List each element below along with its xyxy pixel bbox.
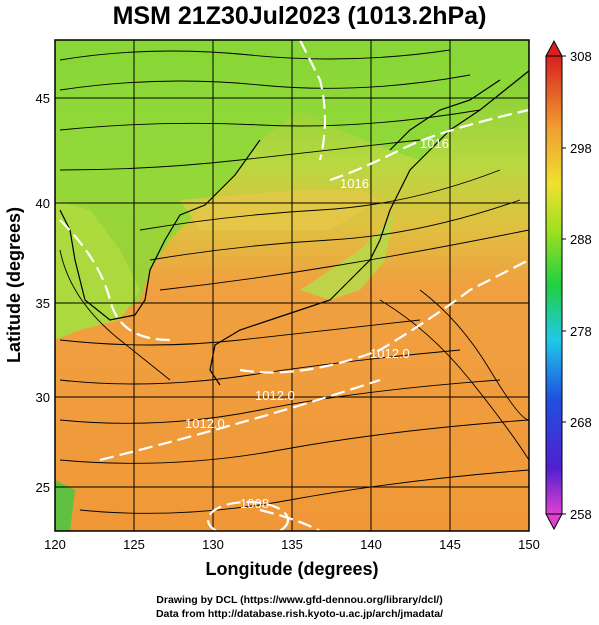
y-tick-label: 40 <box>36 196 50 211</box>
colorbar-tick-label: 268 <box>570 415 592 430</box>
x-ticks: 120 125 130 135 140 145 150 <box>44 537 540 552</box>
y-tick-label: 25 <box>36 480 50 495</box>
plot-frame <box>54 39 530 532</box>
isobar-label: 1016 <box>420 136 449 151</box>
map-chart: 1012.0 1012.0 1012.0 1016 1016 1008 120 … <box>4 39 592 579</box>
y-tick-label: 35 <box>36 296 50 311</box>
temperature-field: 1012.0 1012.0 1012.0 1016 1016 1008 <box>55 40 529 531</box>
credit-line: Drawing by DCL (https://www.gfd-dennou.o… <box>156 594 443 606</box>
isobar-labels: 1012.0 1012.0 1012.0 1016 1016 1008 <box>185 136 449 511</box>
isobar-label: 1008 <box>240 496 269 511</box>
colorbar-tick-label: 258 <box>570 507 592 522</box>
x-tick-label: 135 <box>281 537 303 552</box>
x-axis-title: Longitude (degrees) <box>205 559 378 579</box>
isobar-label: 1012.0 <box>185 416 225 431</box>
colorbar-tick-label: 278 <box>570 324 592 339</box>
x-tick-label: 120 <box>44 537 66 552</box>
y-axis-title: Latitude (degrees) <box>4 207 24 363</box>
colorbar-tick-label: 288 <box>570 232 592 247</box>
colorbar-tick-label: 298 <box>570 141 592 156</box>
colorbar: 308 298 288 278 268 258 <box>545 39 592 531</box>
x-tick-label: 140 <box>360 537 382 552</box>
x-tick-label: 125 <box>123 537 145 552</box>
isobar-label: 1012.0 <box>255 388 295 403</box>
y-tick-label: 45 <box>36 91 50 106</box>
colorbar-min-arrow <box>545 513 563 531</box>
chart-title: MSM 21Z30Jul2023 (1013.2hPa) <box>112 2 487 30</box>
y-tick-label: 30 <box>36 390 50 405</box>
isobar-label: 1012.0 <box>370 346 410 361</box>
wind-streamlines <box>59 49 529 514</box>
colorbar-max-arrow <box>545 39 563 57</box>
x-tick-label: 130 <box>202 537 224 552</box>
grid-lines <box>55 40 529 531</box>
y-ticks: 25 30 35 40 45 <box>36 91 50 495</box>
isobars <box>59 40 529 531</box>
x-tick-label: 150 <box>518 537 540 552</box>
colorbar-tick-label: 308 <box>570 49 592 64</box>
isobar-label: 1016 <box>340 176 369 191</box>
x-tick-label: 145 <box>439 537 461 552</box>
credit-line: Data from http://database.rish.kyoto-u.a… <box>155 608 444 620</box>
colorbar-bar <box>545 55 563 515</box>
